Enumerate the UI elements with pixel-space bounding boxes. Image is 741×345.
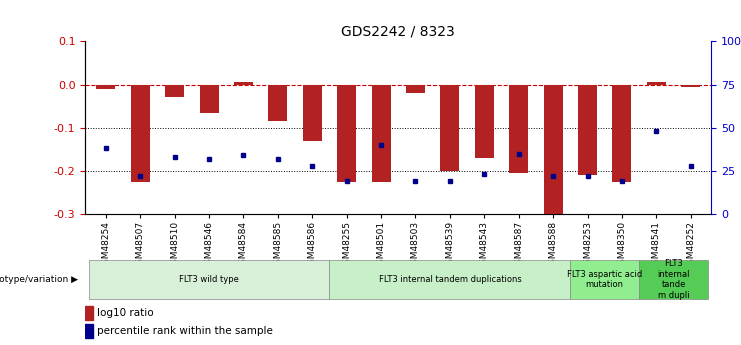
Bar [303, 85, 322, 141]
Title: GDS2242 / 8323: GDS2242 / 8323 [342, 25, 455, 39]
FancyBboxPatch shape [571, 259, 639, 299]
Bar [406, 85, 425, 93]
Bar [475, 85, 494, 158]
Bar [440, 85, 459, 171]
Text: FLT3
internal
tande
m dupli: FLT3 internal tande m dupli [657, 259, 690, 299]
Bar [613, 85, 631, 181]
Text: log10 ratio: log10 ratio [97, 308, 153, 318]
Bar [578, 85, 597, 175]
Bar [234, 82, 253, 85]
Bar [509, 85, 528, 173]
Bar [647, 82, 665, 85]
Bar [199, 85, 219, 112]
Text: percentile rank within the sample: percentile rank within the sample [97, 326, 273, 336]
Bar [131, 85, 150, 181]
Text: FLT3 internal tandem duplications: FLT3 internal tandem duplications [379, 275, 521, 284]
Bar [681, 85, 700, 87]
Bar [165, 85, 184, 97]
Bar [268, 85, 288, 121]
Bar [337, 85, 356, 181]
FancyBboxPatch shape [89, 259, 330, 299]
Text: FLT3 aspartic acid
mutation: FLT3 aspartic acid mutation [567, 270, 642, 289]
Bar [544, 85, 562, 216]
Text: FLT3 wild type: FLT3 wild type [179, 275, 239, 284]
Bar [85, 324, 93, 338]
Bar [96, 85, 116, 89]
Bar [85, 306, 93, 319]
FancyBboxPatch shape [639, 259, 708, 299]
FancyBboxPatch shape [330, 259, 571, 299]
Text: genotype/variation ▶: genotype/variation ▶ [0, 275, 79, 284]
Bar [372, 85, 391, 181]
